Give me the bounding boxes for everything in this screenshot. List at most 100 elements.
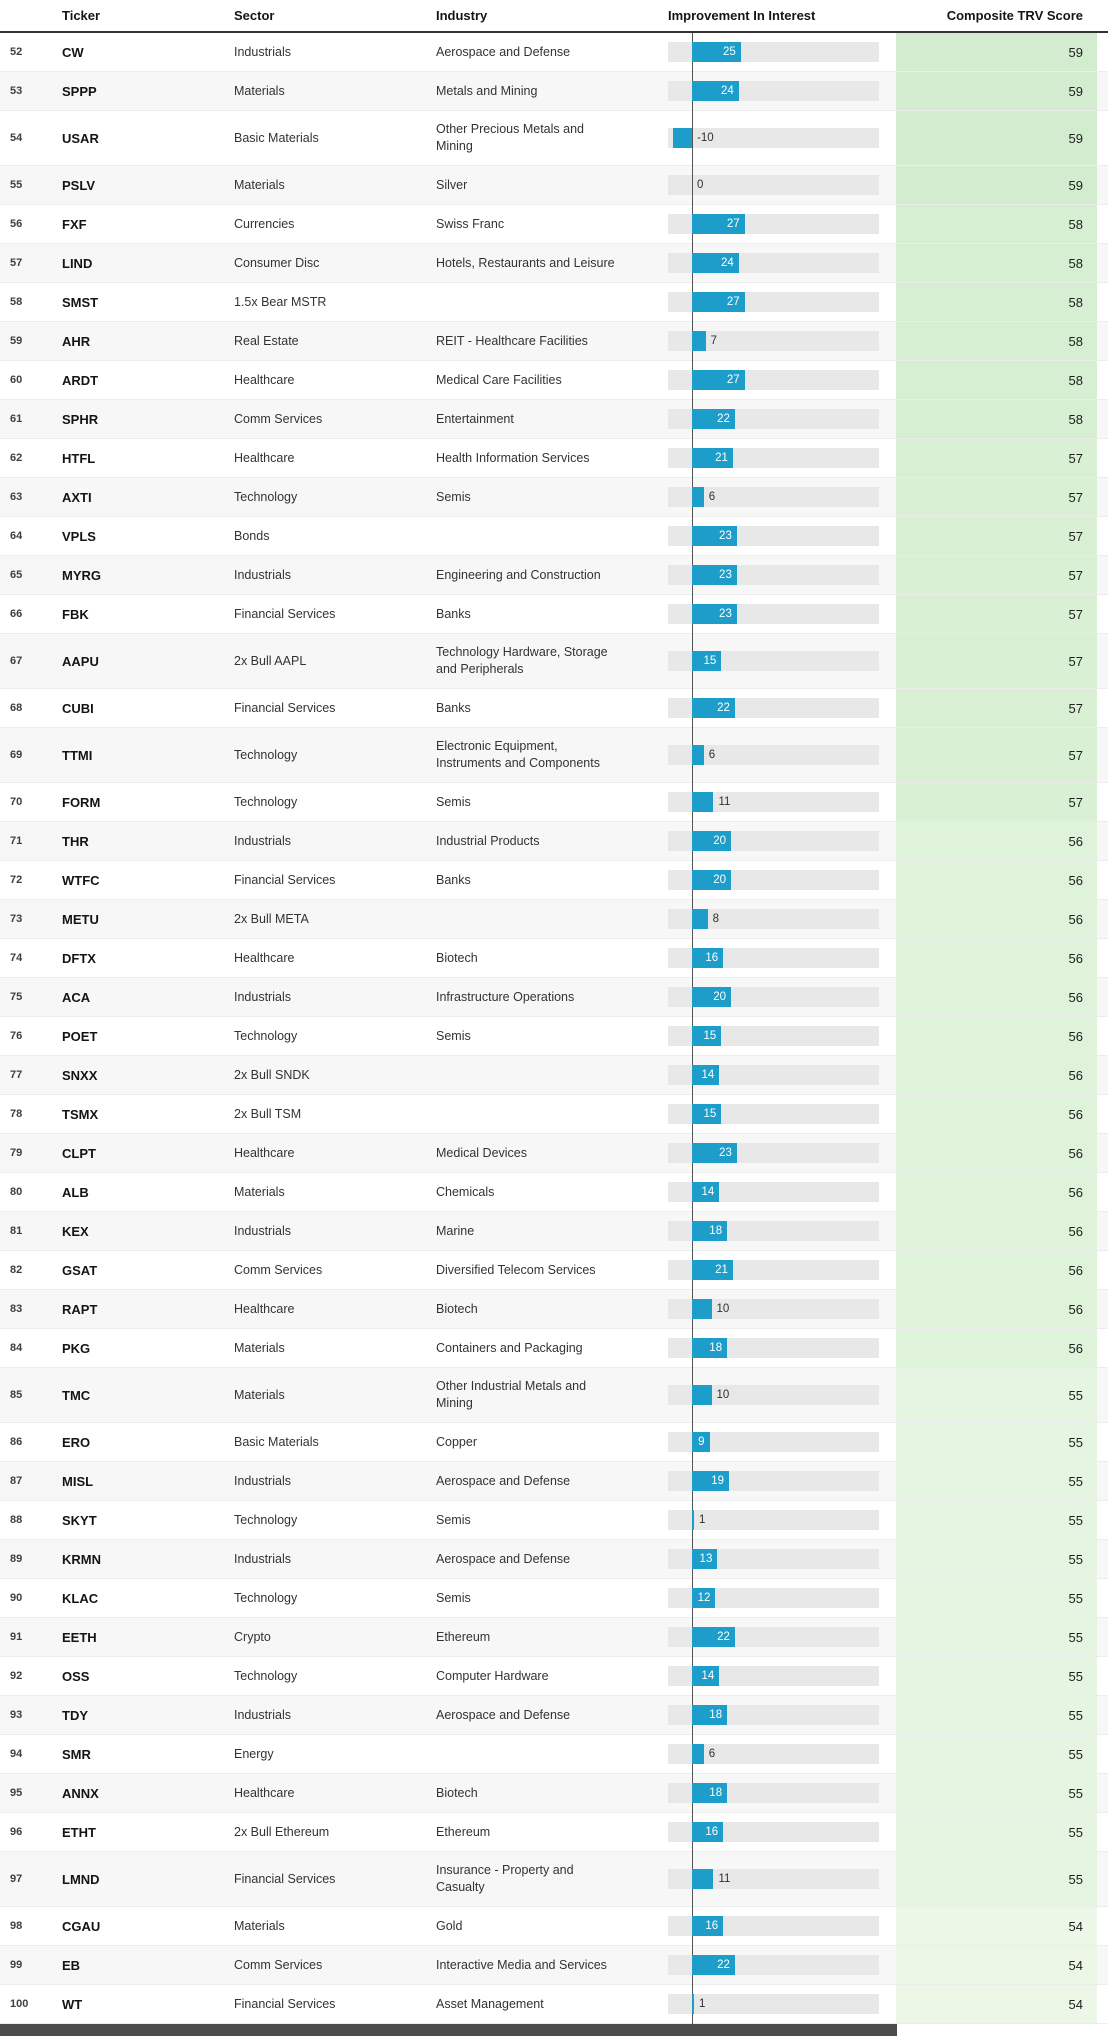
table-row[interactable]: 100 WT Financial Services Asset Management 1… xyxy=(0,1985,1108,2024)
bar-track: 25 xyxy=(668,42,879,62)
table-row[interactable]: 69 TTMI Technology Electronic Equipment, In… xyxy=(0,728,1108,783)
bar-track: 27 xyxy=(668,292,879,312)
table-row[interactable]: 73 METU 2x Bull META 8 56 xyxy=(0,900,1108,939)
horizontal-scrollbar-thumb[interactable] xyxy=(0,2024,897,2036)
industry-cell: Biotech xyxy=(436,1785,478,1800)
interest-cell: 6 xyxy=(668,478,896,516)
rank-cell: 81 xyxy=(10,1225,23,1237)
bar-track: 27 xyxy=(668,370,879,390)
table-row[interactable]: 58 SMST 1.5x Bear MSTR 27 58 xyxy=(0,283,1108,322)
rank-cell: 99 xyxy=(10,1959,23,1971)
interest-bar-label: 24 xyxy=(721,257,734,269)
ticker-cell: SKYT xyxy=(62,1512,97,1528)
table-row[interactable]: 80 ALB Materials Chemicals 14 56 xyxy=(0,1173,1108,1212)
row-gutter xyxy=(1097,478,1108,516)
bar-track: 0 xyxy=(668,175,879,195)
table-row[interactable]: 87 MISL Industrials Aerospace and Defense 19… xyxy=(0,1462,1108,1501)
table-row[interactable]: 76 POET Technology Semis 15 56 xyxy=(0,1017,1108,1056)
table-row[interactable]: 77 SNXX 2x Bull SNDK 14 56 xyxy=(0,1056,1108,1095)
table-row[interactable]: 78 TSMX 2x Bull TSM 15 56 xyxy=(0,1095,1108,1134)
rank-cell: 84 xyxy=(10,1342,23,1354)
score-cell: 57 xyxy=(896,634,1097,688)
table-row[interactable]: 90 KLAC Technology Semis 12 55 xyxy=(0,1579,1108,1618)
table-row[interactable]: 95 ANNX Healthcare Biotech 18 55 xyxy=(0,1774,1108,1813)
table-row[interactable]: 94 SMR Energy 6 55 xyxy=(0,1735,1108,1774)
table-row[interactable]: 75 ACA Industrials Infrastructure Operation… xyxy=(0,978,1108,1017)
interest-cell: 21 xyxy=(668,1251,896,1289)
interest-column-header[interactable]: Improvement In Interest xyxy=(668,8,816,23)
table-row[interactable]: 60 ARDT Healthcare Medical Care Facilities 2… xyxy=(0,361,1108,400)
sector-cell: Basic Materials xyxy=(234,1435,319,1449)
ticker-cell: PKG xyxy=(62,1340,91,1356)
ticker-column-header[interactable]: Ticker xyxy=(62,8,101,23)
industry-cell: Chemicals xyxy=(436,1184,495,1199)
sector-cell: Consumer Disc xyxy=(234,256,320,270)
interest-cell: 15 xyxy=(668,634,896,688)
table-row[interactable]: 54 USAR Basic Materials Other Precious Meta… xyxy=(0,111,1108,166)
table-row[interactable]: 84 PKG Materials Containers and Packaging 18… xyxy=(0,1329,1108,1368)
bar-track: 8 xyxy=(668,909,879,929)
table-row[interactable]: 96 ETHT 2x Bull Ethereum Ethereum 16 55 xyxy=(0,1813,1108,1852)
table-row[interactable]: 82 GSAT Comm Services Diversified Telecom S… xyxy=(0,1251,1108,1290)
rank-cell: 69 xyxy=(10,749,23,761)
table-row[interactable]: 93 TDY Industrials Aerospace and Defense 18 5… xyxy=(0,1696,1108,1735)
table-row[interactable]: 97 LMND Financial Services Insurance - Prop… xyxy=(0,1852,1108,1907)
table-row[interactable]: 91 EETH Crypto Ethereum 22 55 xyxy=(0,1618,1108,1657)
table-row[interactable]: 79 CLPT Healthcare Medical Devices 23 56 xyxy=(0,1134,1108,1173)
score-column-header[interactable]: Composite TRV Score xyxy=(946,8,1083,23)
table-row[interactable]: 55 PSLV Materials Silver 0 59 xyxy=(0,166,1108,205)
table-row[interactable]: 86 ERO Basic Materials Copper 9 55 xyxy=(0,1423,1108,1462)
table-row[interactable]: 56 FXF Currencies Swiss Franc 27 58 xyxy=(0,205,1108,244)
bar-track: 16 xyxy=(668,1822,879,1842)
table-row[interactable]: 74 DFTX Healthcare Biotech 16 56 xyxy=(0,939,1108,978)
table-row[interactable]: 67 AAPU 2x Bull AAPL Technology Hardware, S… xyxy=(0,634,1108,689)
row-gutter xyxy=(1097,1173,1108,1211)
rank-cell: 68 xyxy=(10,702,23,714)
table-row[interactable]: 61 SPHR Comm Services Entertainment 22 58 xyxy=(0,400,1108,439)
table-row[interactable]: 68 CUBI Financial Services Banks 22 57 xyxy=(0,689,1108,728)
row-gutter xyxy=(1097,1290,1108,1328)
interest-bar: 13 xyxy=(692,1549,718,1569)
table-row[interactable]: 71 THR Industrials Industrial Products 20 56 xyxy=(0,822,1108,861)
industry-cell: Hotels, Restaurants and Leisure xyxy=(436,255,615,270)
table-row[interactable]: 88 SKYT Technology Semis 1 55 xyxy=(0,1501,1108,1540)
table-row[interactable]: 83 RAPT Healthcare Biotech 10 56 xyxy=(0,1290,1108,1329)
table-row[interactable]: 57 LIND Consumer Disc Hotels, Restaurants a… xyxy=(0,244,1108,283)
ticker-cell: THR xyxy=(62,833,89,849)
table-row[interactable]: 62 HTFL Healthcare Health Information Servi… xyxy=(0,439,1108,478)
bar-track: 15 xyxy=(668,1104,879,1124)
table-row[interactable]: 81 KEX Industrials Marine 18 56 xyxy=(0,1212,1108,1251)
industry-cell: Banks xyxy=(436,606,471,621)
table-row[interactable]: 85 TMC Materials Other Industrial Metals an… xyxy=(0,1368,1108,1423)
interest-bar: 16 xyxy=(692,1822,724,1842)
rank-cell: 78 xyxy=(10,1108,23,1120)
interest-cell: 12 xyxy=(668,1579,896,1617)
interest-bar-label: 27 xyxy=(726,296,740,308)
interest-bar-label: 8 xyxy=(712,913,719,925)
score-cell: 55 xyxy=(896,1501,1097,1539)
ticker-cell: SNXX xyxy=(62,1067,98,1083)
table-row[interactable]: 70 FORM Technology Semis 11 57 xyxy=(0,783,1108,822)
industry-cell: Other Precious Metals and Mining xyxy=(436,122,584,153)
sector-column-header[interactable]: Sector xyxy=(234,8,275,23)
table-row[interactable]: 64 VPLS Bonds 23 57 xyxy=(0,517,1108,556)
horizontal-scrollbar[interactable] xyxy=(0,2024,1108,2036)
table-row[interactable]: 59 AHR Real Estate REIT - Healthcare Facili… xyxy=(0,322,1108,361)
industry-cell: Computer Hardware xyxy=(436,1668,549,1683)
table-row[interactable]: 92 OSS Technology Computer Hardware 14 55 xyxy=(0,1657,1108,1696)
interest-bar: 23 xyxy=(692,526,737,546)
table-row[interactable]: 99 EB Comm Services Interactive Media and S… xyxy=(0,1946,1108,1985)
table-row[interactable]: 72 WTFC Financial Services Banks 20 56 xyxy=(0,861,1108,900)
industry-column-header[interactable]: Industry xyxy=(436,8,488,23)
table-row[interactable]: 63 AXTI Technology Semis 6 57 xyxy=(0,478,1108,517)
score-cell: 55 xyxy=(896,1696,1097,1734)
table-row[interactable]: 52 CW Industrials Aerospace and Defense 25 59 xyxy=(0,33,1108,72)
table-row[interactable]: 53 SPPP Materials Metals and Mining 24 59 xyxy=(0,72,1108,111)
table-row[interactable]: 98 CGAU Materials Gold 16 54 xyxy=(0,1907,1108,1946)
table-row[interactable]: 66 FBK Financial Services Banks 23 57 xyxy=(0,595,1108,634)
interest-bar-label: 25 xyxy=(722,46,736,58)
row-gutter xyxy=(1097,439,1108,477)
rank-cell: 61 xyxy=(10,413,23,425)
table-row[interactable]: 89 KRMN Industrials Aerospace and Defense 13… xyxy=(0,1540,1108,1579)
table-row[interactable]: 65 MYRG Industrials Engineering and Constru… xyxy=(0,556,1108,595)
